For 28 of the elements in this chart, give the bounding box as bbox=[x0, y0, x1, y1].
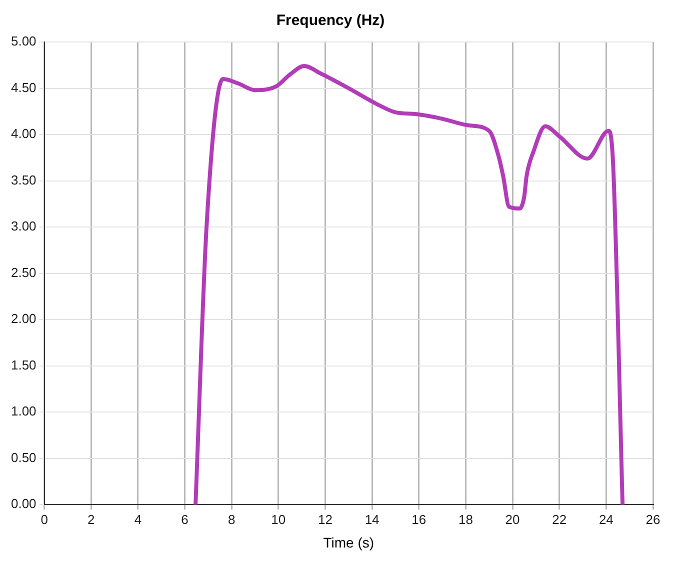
x-tick-label: 10 bbox=[271, 512, 286, 527]
x-tick-label: 14 bbox=[364, 512, 380, 527]
line-series bbox=[194, 64, 625, 505]
x-tick-label: 12 bbox=[318, 512, 332, 527]
y-tick-label: 2.00 bbox=[10, 311, 36, 326]
y-tick-label: 0.50 bbox=[10, 450, 36, 465]
x-tick-label: 24 bbox=[598, 512, 614, 527]
x-tick-label: 16 bbox=[412, 512, 426, 527]
x-tick-label: 2 bbox=[88, 512, 95, 527]
y-tick-label: 4.50 bbox=[10, 80, 36, 95]
x-tick-label: 4 bbox=[134, 512, 142, 527]
y-tick-label: 2.50 bbox=[10, 264, 36, 280]
y-tick-label: 1.50 bbox=[10, 357, 36, 372]
x-tick-label: 8 bbox=[228, 512, 236, 527]
x-tick-label: 20 bbox=[505, 512, 520, 527]
x-axis-title: Time (s) bbox=[323, 534, 374, 550]
x-tick-label: 26 bbox=[646, 512, 660, 527]
y-tick-label: 3.00 bbox=[10, 218, 36, 234]
y-tick-label: 3.50 bbox=[10, 172, 36, 188]
chart-title: Frequency (Hz) bbox=[276, 12, 385, 30]
y-tick-label: 0.00 bbox=[10, 496, 36, 512]
y-tick-label: 4.00 bbox=[10, 126, 36, 142]
x-tick-label: 0 bbox=[40, 512, 48, 527]
x-tick-label: 6 bbox=[181, 512, 188, 527]
x-tick-label: 22 bbox=[552, 512, 567, 527]
x-tick-label: 18 bbox=[458, 512, 473, 527]
y-tick-label: 1.00 bbox=[10, 404, 36, 419]
y-tick-label: 5.00 bbox=[10, 34, 36, 49]
